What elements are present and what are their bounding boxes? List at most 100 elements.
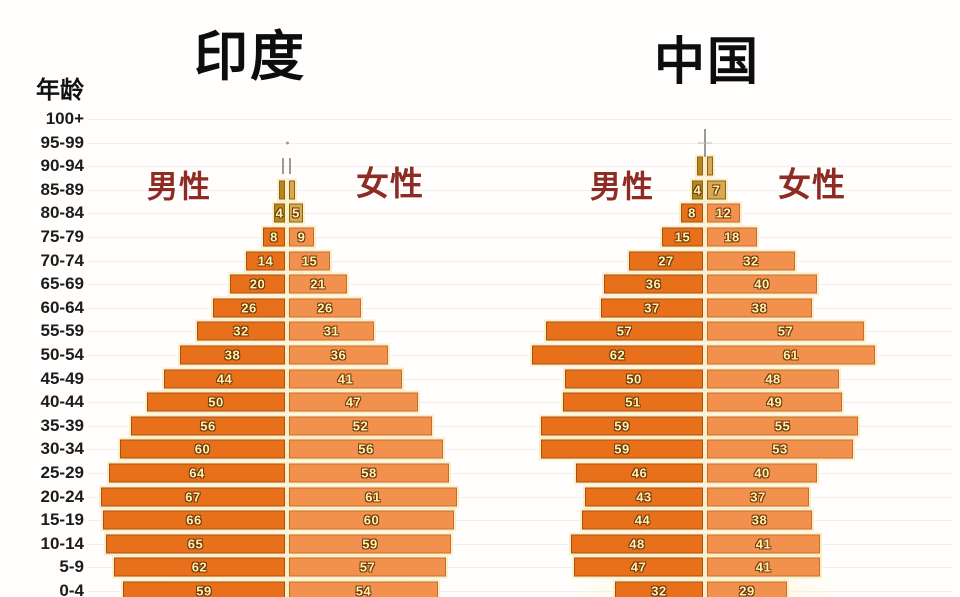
bar-value-label: 67: [185, 489, 201, 505]
age-tick-label: 100+: [45, 109, 84, 128]
age-tick-label: 10-14: [40, 533, 84, 553]
bar-value-label: 49: [766, 394, 783, 410]
bar-female-35-39: 52: [289, 416, 432, 436]
age-tick-label: 20-24: [40, 486, 84, 506]
bar-value-label: 18: [724, 229, 740, 245]
bar-value-label: 50: [626, 371, 642, 387]
age-tick-label: 75-79: [40, 227, 84, 246]
bar-value-label: 4: [693, 182, 702, 198]
age-tick-label: 65-69: [40, 274, 84, 294]
bar-male-80-84: 4: [274, 203, 285, 223]
bar-value-label: 12: [715, 205, 732, 221]
age-tick-label: 5-9: [59, 557, 84, 577]
bar-value-label: 8: [270, 229, 278, 245]
bar-value-label: 8: [688, 205, 696, 221]
bar-female-0-4: 54: [289, 581, 438, 597]
bar-female-50-54: 36: [289, 345, 388, 365]
bar-female-50-54: 61: [707, 345, 875, 365]
bar-value-label: 38: [224, 347, 241, 363]
bar-male-15-19: 44: [582, 510, 703, 530]
grid-line: [88, 331, 952, 333]
bar-male-25-29: 64: [109, 463, 285, 483]
bar-value-label: 44: [216, 371, 233, 387]
bar-value-label: 38: [751, 300, 768, 316]
bar-male-85-89: [279, 180, 285, 200]
bar-value-label: 64: [189, 465, 205, 481]
bar-male-80-84: 8: [681, 203, 703, 223]
bar-value-label: 14: [257, 253, 274, 269]
marker-dot: [286, 141, 289, 145]
bar-value-label: 29: [739, 583, 755, 597]
grid-line: [88, 355, 952, 356]
bar-male-20-24: 67: [101, 487, 285, 507]
warm-glow-china: [505, 520, 905, 597]
bar-male-5-9: 47: [574, 557, 703, 577]
bar-female-25-29: 58: [289, 463, 449, 483]
marker-thin-bar-male: [282, 158, 284, 175]
bar-female-15-19: 60: [289, 510, 454, 530]
bar-value-label: 47: [630, 559, 647, 575]
bar-male-40-44: 50: [147, 392, 285, 412]
bar-value-label: 60: [363, 512, 380, 528]
age-tick-label: 50-54: [40, 345, 84, 364]
bar-value-label: 56: [200, 418, 216, 434]
bar-male-90-94: [697, 156, 703, 176]
grid-line: [88, 402, 952, 404]
grid-line: [88, 425, 952, 427]
bar-female-85-89: [289, 180, 295, 200]
age-tick-label: 35-39: [40, 415, 84, 435]
bar-female-75-79: 18: [707, 227, 757, 247]
bar-female-45-49: 48: [707, 369, 839, 389]
grid-line: [88, 260, 952, 262]
bar-value-label: 32: [743, 253, 759, 269]
bar-female-10-14: 41: [707, 534, 820, 554]
grid-line: [88, 378, 952, 380]
bar-female-0-4: 29: [707, 581, 787, 597]
bar-value-label: 61: [783, 347, 799, 363]
age-tick-label: 45-49: [40, 368, 84, 388]
bar-value-label: 36: [645, 276, 662, 292]
bar-female-70-74: 32: [707, 251, 795, 271]
bar-value-label: 37: [750, 489, 766, 505]
bar-male-0-4: 59: [123, 581, 285, 597]
bar-female-10-14: 59: [289, 534, 451, 554]
bar-female-15-19: 38: [707, 510, 812, 530]
age-tick-label: 25-29: [40, 463, 84, 482]
bar-value-label: 57: [359, 559, 376, 575]
grid-line: [88, 449, 952, 451]
bar-male-40-44: 51: [563, 392, 703, 412]
bar-value-label: 50: [208, 394, 224, 410]
grid-line: [88, 142, 952, 144]
age-tick-label: 55-59: [40, 321, 84, 341]
bar-male-70-74: 14: [246, 251, 285, 271]
bar-value-label: 41: [337, 371, 354, 387]
bar-male-25-29: 46: [576, 463, 703, 483]
bar-value-label: 15: [301, 253, 318, 269]
bar-female-20-24: 37: [707, 487, 809, 507]
bar-male-55-59: 57: [546, 321, 703, 341]
bar-value-label: 32: [233, 323, 249, 339]
grid-line: [88, 213, 952, 215]
bar-value-label: 47: [345, 394, 362, 410]
bar-value-label: 60: [194, 441, 211, 457]
bar-male-0-4: 32: [615, 581, 703, 597]
bar-value-label: 37: [644, 300, 660, 316]
bar-value-label: 43: [636, 489, 652, 505]
bar-male-45-49: 50: [565, 369, 703, 389]
bar-female-80-84: 12: [707, 203, 740, 223]
bar-value-label: 57: [777, 323, 794, 339]
grid-line: [88, 473, 952, 474]
bar-value-label: 46: [631, 465, 648, 481]
bar-value-label: 26: [241, 300, 257, 316]
bar-value-label: 59: [614, 418, 630, 434]
bar-female-40-44: 49: [707, 392, 842, 412]
marker-needle-crossbar: [698, 142, 712, 144]
bar-female-60-64: 26: [289, 298, 361, 318]
bar-value-label: 48: [629, 536, 645, 552]
marker-thin-bar-female: [289, 158, 291, 175]
bar-value-label: 52: [352, 418, 369, 434]
bar-value-label: 26: [317, 300, 333, 316]
india-female-label: 女性: [356, 165, 424, 202]
chart-title-india: 印度: [194, 27, 306, 87]
age-tick-label: 30-34: [40, 439, 84, 459]
